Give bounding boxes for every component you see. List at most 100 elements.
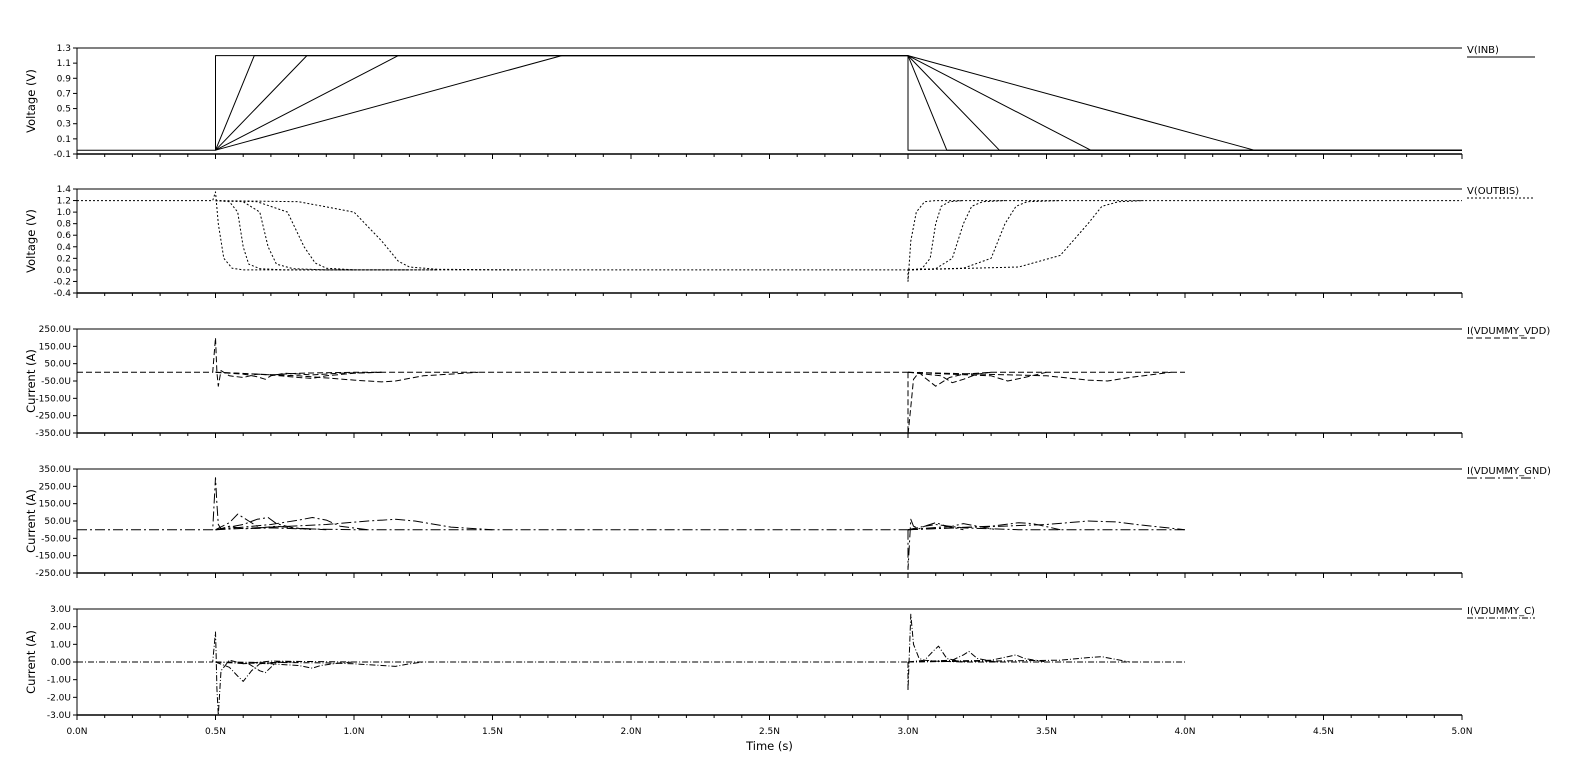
y-tick-label: -0.2: [53, 277, 71, 287]
y-tick-label: 0.9: [57, 74, 72, 84]
x-tick-label: 0.0N: [66, 727, 87, 737]
panel-5: 3.0U 2.0U 1.0U 0.00 -1.0U -2.0U -3.0U Current (…: [24, 605, 1535, 721]
y-axis-label: Voltage (V): [24, 69, 38, 133]
y-tick-label: -1.0U: [47, 676, 71, 686]
time-axis: 0.0N 0.5N 1.0N 1.5N 2.0N 2.5N 3.0N 3.5N 4.0N 4.5N…: [66, 727, 1472, 753]
series-trace-9: [907, 654, 1047, 663]
series-trace-5: [907, 371, 1185, 436]
y-tick-label: 0.8: [57, 220, 72, 230]
series-trace-5: [215, 55, 908, 151]
series-trace-6: [907, 200, 964, 271]
series-trace-8: [907, 55, 1462, 151]
y-tick-label: -350.0U: [35, 429, 71, 439]
y-tick-label: 1.0U: [50, 640, 71, 650]
y-tick-label: 1.4: [57, 185, 72, 195]
series-trace-8: [907, 200, 1061, 271]
y-tick-label: 0.4: [57, 243, 72, 253]
series-trace-4: [215, 55, 908, 151]
series-trace-1: [77, 477, 908, 531]
series-trace-5: [215, 518, 493, 531]
y-tick-label: 0.2: [57, 254, 71, 264]
legend-label: V(INB): [1467, 45, 1499, 56]
series-trace-4: [215, 371, 479, 383]
x-tick-label: 0.5N: [205, 727, 226, 737]
y-tick-label: 0.3: [57, 120, 71, 130]
panel-2: 1.4 1.21.0 0.80.6 0.40.2 0.0-0.2 -0.4 Voltage …: [24, 185, 1535, 299]
x-tick-label: 5.0N: [1451, 727, 1472, 737]
x-tick-label: 2.0N: [620, 727, 641, 737]
y-axis-label: Voltage (V): [24, 209, 38, 273]
series-trace-1: [77, 337, 908, 387]
x-tick-label: 1.0N: [343, 727, 364, 737]
series-trace-9: [907, 200, 1144, 271]
y-tick-label: 250.0U: [39, 325, 71, 335]
y-tick-label: 1.1: [57, 59, 71, 69]
y-tick-label: 50.0U: [44, 517, 71, 527]
waveform-panels: 1.3 1.1 0.9 0.7 0.5 0.3 0.1 -0.1 Voltage (V) V(IN…: [24, 44, 1551, 721]
y-tick-label: 0.7: [57, 89, 71, 99]
series-trace-7: [907, 200, 1006, 271]
y-tick-label: 0.5: [57, 105, 71, 115]
series-trace-9: [907, 55, 1462, 151]
x-tick-label: 2.5N: [759, 727, 780, 737]
y-tick-label: 1.2: [57, 197, 71, 207]
y-tick-label: 0.00: [51, 658, 71, 668]
y-tick-label: 0.6: [57, 231, 72, 241]
y-tick-label: 1.3: [57, 44, 71, 54]
series-trace-7: [907, 645, 964, 663]
panel-1: 1.3 1.1 0.9 0.7 0.5 0.3 0.1 -0.1 Voltage (V) V(IN…: [24, 44, 1535, 160]
panel-3: 250.0U 150.0U 50.0U -50.0U -150.0U -250.0U -35…: [24, 325, 1550, 439]
y-tick-label: 150.0U: [39, 500, 71, 510]
legend-label: V(OUTBIS): [1467, 186, 1519, 197]
series-trace-4: [215, 517, 368, 531]
series-trace-7: [907, 55, 1462, 151]
x-tick-label: 1.5N: [482, 727, 503, 737]
series-trace-6: [907, 518, 1185, 570]
y-tick-label: 250.0U: [39, 482, 71, 492]
series-trace-8: [907, 371, 1172, 382]
y-tick-label: 350.0U: [39, 465, 71, 475]
series-trace-10: [907, 656, 1130, 663]
y-tick-label: 0.1: [57, 135, 71, 145]
y-tick-label: -2.0U: [47, 693, 71, 703]
series-trace-8: [907, 650, 997, 663]
y-axis-label: Current (A): [24, 630, 38, 694]
series-trace-5: [215, 661, 424, 667]
series-trace-4: [215, 200, 438, 271]
y-tick-label: -150.0U: [35, 394, 71, 404]
y-tick-label: -0.1: [53, 150, 71, 160]
series-trace-2: [215, 371, 382, 380]
y-tick-label: 50.0U: [44, 360, 71, 370]
series-trace-3: [215, 517, 327, 531]
series-trace-6: [907, 371, 992, 384]
x-tick-label: 4.0N: [1174, 727, 1195, 737]
series-trace-2: [215, 200, 354, 271]
y-tick-label: -150.0U: [35, 552, 71, 562]
y-tick-label: 3.0U: [50, 605, 71, 615]
series-trace-2: [215, 513, 313, 531]
series-trace-10: [907, 520, 1186, 531]
y-tick-label: -250.0U: [35, 412, 71, 422]
y-tick-label: -50.0U: [41, 534, 71, 544]
y-tick-label: 0.0: [57, 266, 72, 276]
series-trace-7: [907, 371, 1047, 382]
series-trace-1: [77, 191, 1462, 282]
x-axis-label: Time (s): [745, 739, 793, 753]
series-trace-2: [215, 55, 908, 151]
legend-label: I(VDUMMY_GND): [1467, 466, 1551, 477]
legend-label: I(VDUMMY_VDD): [1467, 326, 1550, 337]
y-tick-label: -0.4: [53, 289, 71, 299]
panel-4: 350.0U 250.0U 150.0U 50.0U -50.0U -150.0U -250…: [24, 465, 1551, 579]
x-tick-label: 4.5N: [1313, 727, 1334, 737]
x-tick-label: 3.0N: [897, 727, 918, 737]
y-tick-label: -250.0U: [35, 569, 71, 579]
y-tick-label: 2.0U: [50, 623, 71, 633]
legend-label: I(VDUMMY_C): [1467, 606, 1535, 617]
y-axis-label: Current (A): [24, 349, 38, 413]
y-axis-label: Current (A): [24, 489, 38, 553]
y-tick-label: -50.0U: [41, 377, 71, 387]
series-trace-5: [215, 200, 521, 271]
series-trace-3: [215, 200, 410, 271]
series-trace-1: [77, 55, 1462, 151]
